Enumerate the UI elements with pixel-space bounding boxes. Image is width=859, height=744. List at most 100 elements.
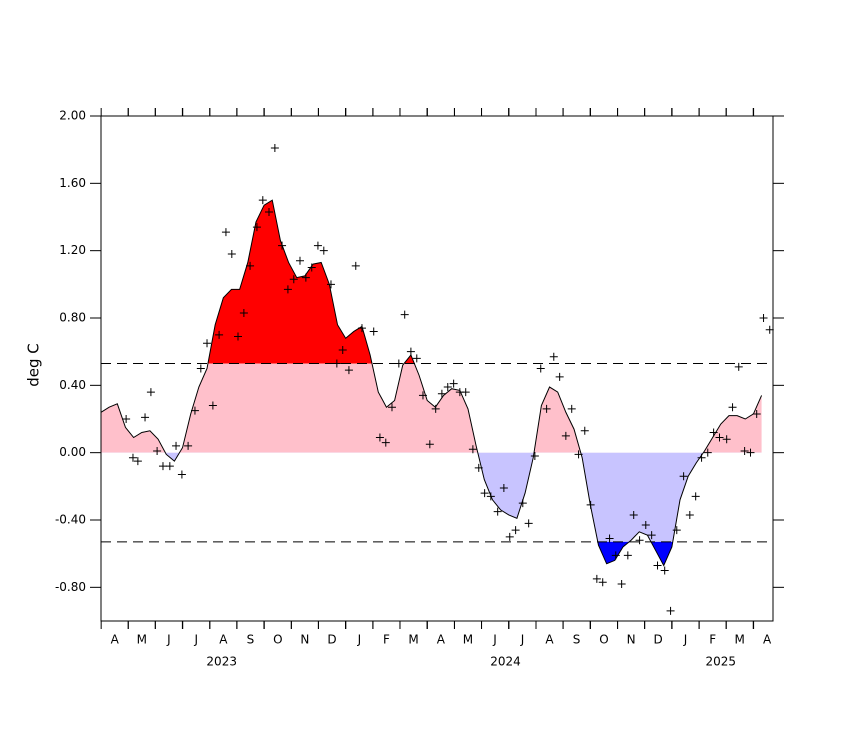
x-tick-label: D — [654, 633, 663, 647]
year-label: 2023 — [206, 655, 237, 669]
x-tick-label: J — [492, 633, 497, 647]
weekly-point — [536, 364, 545, 373]
weekly-point — [307, 263, 316, 272]
plot-frame — [100, 115, 774, 622]
weekly-point — [289, 275, 298, 284]
y-tick-label: 2.00 — [59, 109, 86, 123]
weekly-point — [203, 339, 212, 348]
x-tick-label: N — [627, 633, 636, 647]
x-tick-label: A — [437, 633, 446, 647]
weekly-point — [549, 352, 558, 361]
weekly-point — [647, 531, 656, 540]
y-tick-label: 0.40 — [59, 378, 86, 392]
weekly-point — [234, 332, 243, 341]
weekly-point — [252, 223, 261, 232]
weekly-point — [486, 492, 495, 501]
x-tick-label: J — [166, 633, 171, 647]
weekly-point — [765, 325, 774, 334]
weekly-point — [332, 359, 341, 368]
weekly-point — [221, 228, 230, 237]
weekly-point — [265, 207, 273, 216]
weekly-point — [574, 450, 583, 459]
y-tick-label: -0.80 — [55, 580, 86, 594]
weekly-point — [227, 250, 236, 259]
weekly-point — [734, 362, 743, 371]
weekly-point — [461, 388, 470, 397]
y-tick-label: 1.60 — [59, 176, 86, 190]
weekly-point — [369, 327, 378, 336]
weekly-point — [530, 452, 539, 461]
weekly-point — [400, 310, 409, 319]
weekly-point — [313, 241, 322, 250]
weekly-point — [351, 261, 360, 270]
weekly-point — [685, 510, 694, 519]
weekly-point — [387, 403, 396, 412]
weekly-point — [709, 428, 718, 437]
weekly-point — [635, 536, 644, 545]
weekly-point — [715, 433, 724, 442]
weekly-point — [666, 606, 675, 615]
weekly-point — [190, 406, 199, 415]
weekly-point — [722, 435, 731, 444]
weekly-point — [270, 143, 279, 152]
weekly-point — [375, 433, 384, 442]
weekly-point — [740, 446, 749, 455]
x-tick-label: A — [111, 633, 120, 647]
weekly-point — [672, 526, 681, 535]
weekly-point — [505, 532, 514, 541]
x-tick-label: O — [599, 633, 608, 647]
x-tick-label: J — [357, 633, 362, 647]
weekly-point — [196, 364, 205, 373]
weekly-point — [493, 507, 502, 516]
weekly-point — [468, 445, 477, 454]
year-label: 2025 — [706, 655, 737, 669]
x-tick-label: A — [545, 633, 554, 647]
anomaly-area — [207, 200, 415, 364]
weekly-point — [449, 379, 458, 388]
x-tick-label: S — [247, 633, 255, 647]
weekly-point — [567, 404, 576, 413]
weekly-point — [759, 314, 768, 322]
y-axis-label: deg C — [25, 343, 43, 387]
weekly-point — [295, 256, 304, 265]
weekly-point — [153, 446, 162, 455]
weekly-point — [431, 404, 440, 413]
anomaly-area — [101, 363, 762, 453]
weekly-point — [278, 241, 287, 250]
weekly-point — [141, 413, 150, 422]
x-tick-label: D — [327, 633, 336, 647]
weekly-point — [499, 484, 508, 493]
y-tick-label: 1.20 — [59, 243, 86, 257]
weekly-point — [246, 261, 255, 270]
weekly-point — [326, 280, 335, 289]
weekly-point — [561, 431, 570, 440]
weekly-point — [146, 388, 155, 397]
weekly-point — [158, 462, 167, 471]
weekly-point — [611, 551, 620, 560]
x-tick-label: M — [137, 633, 147, 647]
weekly-point — [208, 401, 217, 410]
weekly-point — [177, 470, 186, 479]
weekly-point — [133, 457, 142, 466]
weekly-point — [691, 492, 700, 501]
year-label: 2024 — [490, 655, 521, 669]
x-tick-label: A — [219, 633, 228, 647]
x-tick-label: J — [193, 633, 198, 647]
y-tick-label: -0.40 — [55, 513, 86, 527]
weekly-point — [443, 383, 452, 392]
weekly-point — [425, 440, 434, 449]
weekly-point — [703, 448, 712, 457]
y-tick-label: 0.80 — [59, 311, 86, 325]
weekly-point — [653, 561, 662, 570]
weekly-point — [344, 366, 353, 375]
weekly-point — [629, 510, 638, 519]
anomaly-area — [597, 541, 673, 566]
x-tick-label: F — [383, 633, 390, 647]
weekly-point — [592, 574, 601, 583]
weekly-point — [394, 359, 403, 368]
weekly-point — [172, 441, 181, 450]
weekly-point — [474, 463, 483, 472]
x-tick-label: M — [463, 633, 473, 647]
weekly-point — [165, 462, 174, 471]
